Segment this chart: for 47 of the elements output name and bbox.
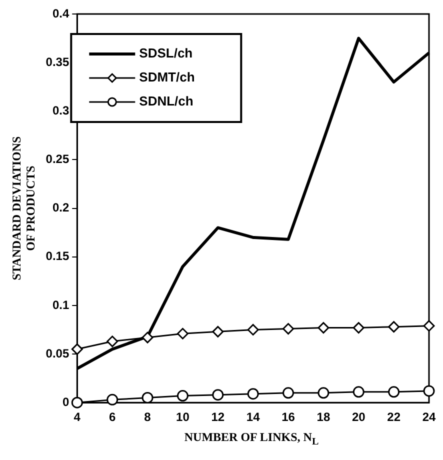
point bbox=[142, 392, 154, 404]
point bbox=[106, 336, 118, 348]
point bbox=[282, 323, 294, 335]
point bbox=[176, 328, 188, 340]
point bbox=[212, 389, 224, 401]
y-tick-label: 0.35 bbox=[46, 54, 70, 69]
y-tick-label: 0.2 bbox=[52, 200, 70, 215]
point bbox=[71, 396, 83, 408]
point bbox=[318, 387, 330, 399]
point bbox=[212, 326, 224, 338]
y-tick-label: 0.4 bbox=[52, 6, 70, 20]
x-tick-label: 14 bbox=[246, 410, 260, 424]
x-tick-label: 8 bbox=[144, 410, 152, 424]
y-tick-label: 0.1 bbox=[52, 298, 70, 312]
y-tick-label: 0 bbox=[62, 394, 70, 409]
y-tick-label: 0.05 bbox=[46, 346, 70, 360]
point bbox=[352, 322, 364, 334]
point bbox=[388, 321, 400, 333]
point bbox=[282, 387, 294, 399]
point bbox=[423, 385, 435, 397]
point bbox=[247, 388, 259, 400]
y-axis-title: STANDARD DEVIATIONS OF PRODUCTS bbox=[9, 136, 38, 280]
x-axis-title: NUMBER OF LINKS, N$_{L}$ bbox=[183, 430, 320, 448]
point bbox=[106, 394, 118, 406]
point bbox=[352, 386, 364, 398]
point bbox=[388, 386, 400, 398]
x-tick-label: 22 bbox=[387, 410, 401, 424]
y-tick-label: 0.15 bbox=[46, 249, 70, 264]
legend-label: SDNL/ch bbox=[139, 94, 194, 109]
y-tick-label: 0.25 bbox=[46, 152, 70, 166]
y-tick-label: 0.3 bbox=[52, 103, 70, 118]
x-tick-label: 16 bbox=[282, 410, 296, 424]
point bbox=[318, 322, 330, 334]
x-tick-label: 24 bbox=[422, 410, 436, 424]
point bbox=[71, 343, 83, 355]
legend-label: SDSL/ch bbox=[139, 46, 193, 61]
x-tick-label: 18 bbox=[316, 410, 330, 424]
x-tick-label: 10 bbox=[176, 410, 190, 424]
x-tick-label: 4 bbox=[74, 410, 81, 424]
point bbox=[142, 332, 154, 344]
point bbox=[247, 324, 259, 336]
x-tick-label: 6 bbox=[108, 410, 116, 424]
point bbox=[423, 320, 435, 332]
x-tick-label: 12 bbox=[211, 410, 225, 424]
point bbox=[176, 390, 188, 402]
x-tick-label: 20 bbox=[352, 410, 366, 424]
legend-label: SDMT/ch bbox=[139, 70, 195, 85]
